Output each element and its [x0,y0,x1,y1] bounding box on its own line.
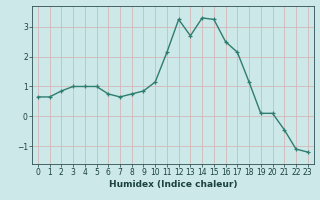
X-axis label: Humidex (Indice chaleur): Humidex (Indice chaleur) [108,180,237,189]
